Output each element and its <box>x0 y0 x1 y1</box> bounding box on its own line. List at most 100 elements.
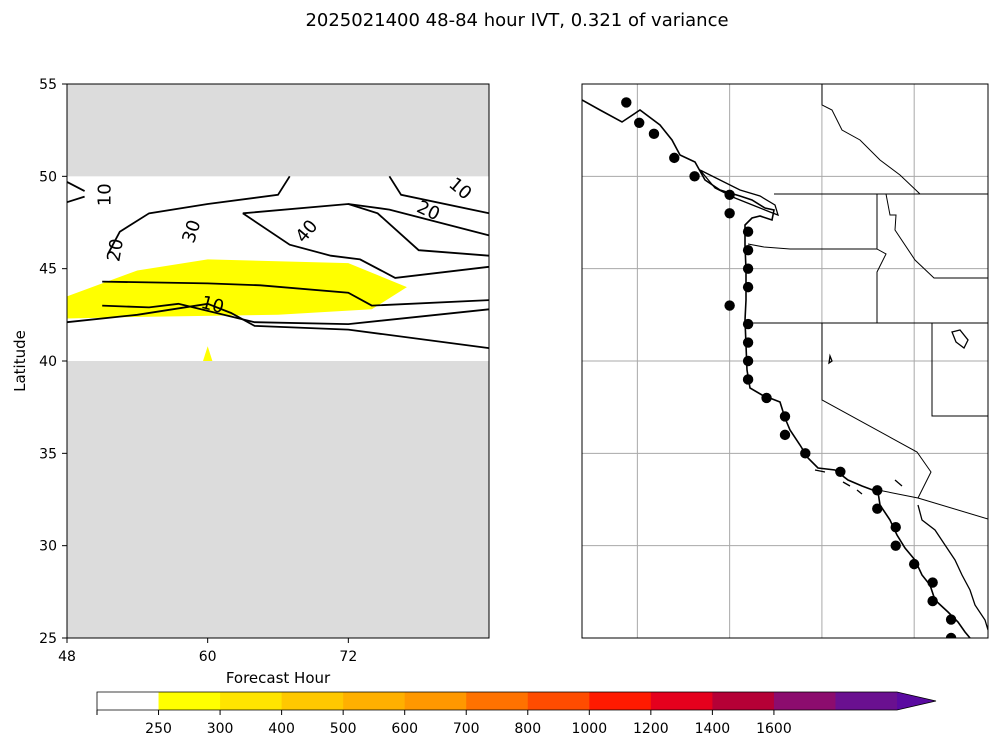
colorbar-segment <box>773 692 836 710</box>
colorbar-segment <box>158 692 221 710</box>
colorbar-tick-label: 250 <box>145 721 172 737</box>
map-marker <box>742 355 754 367</box>
bc-alberta-border <box>821 84 921 195</box>
colorbar-segment <box>589 692 652 710</box>
colorbar-segment <box>650 692 713 710</box>
oregon-washington-border <box>747 194 878 250</box>
y-tick-label: 45 <box>39 262 57 278</box>
contour-line-2 <box>107 175 291 255</box>
map-marker <box>890 522 901 533</box>
colorbar-segment <box>466 692 529 710</box>
contour-axis-ticks: 48 60 72 25 30 35 40 45 50 55 <box>39 77 357 665</box>
map-frame <box>581 83 989 639</box>
map-marker <box>648 128 660 140</box>
map-marker <box>761 392 772 404</box>
map-marker <box>927 595 938 607</box>
lake-tahoe <box>828 353 833 365</box>
map-marker <box>945 614 957 625</box>
colorbar-segment <box>220 692 283 710</box>
x-axis-label: Forecast Hour <box>226 669 331 687</box>
y-tick-label: 25 <box>39 631 57 647</box>
colorbar-tick-label: 300 <box>207 721 234 737</box>
map-marker <box>908 558 920 570</box>
contour-line-5 <box>102 302 490 326</box>
masked-region-north <box>67 84 489 177</box>
contour-line-4 <box>242 203 490 237</box>
y-axis-label: Latitude <box>11 330 29 392</box>
y-tick-label: 50 <box>39 169 57 185</box>
colorbar: 250 300 400 500 600 700 800 1000 1200 1400 1600 <box>96 691 937 737</box>
map-marker <box>800 448 811 459</box>
colorbar-tick-label: 1600 <box>756 721 792 737</box>
colorbar-tick-label: 1000 <box>571 721 607 737</box>
map-marker <box>945 632 957 638</box>
colorbar-extend-arrow <box>897 692 936 710</box>
map-marker <box>742 281 754 293</box>
x-tick-label: 72 <box>339 649 357 665</box>
idaho-montana-border <box>885 193 988 279</box>
map-content <box>582 84 988 638</box>
colorbar-segment <box>527 692 590 710</box>
map-marker <box>724 208 735 219</box>
channel-islands <box>814 469 903 495</box>
map-gridlines <box>582 84 988 638</box>
contour-line-6 <box>102 280 490 307</box>
map-marker <box>634 117 645 128</box>
map-marker <box>742 226 754 237</box>
map-marker <box>742 245 754 256</box>
x-tick-label: 48 <box>58 649 76 665</box>
contour-line-8 <box>242 212 490 279</box>
y-tick-label: 30 <box>39 539 57 555</box>
map-marker <box>742 337 754 348</box>
map-marker <box>742 374 754 385</box>
contour-line-0 <box>66 195 85 204</box>
map-marker <box>621 97 632 108</box>
contour-line-3 <box>388 175 490 215</box>
map-marker <box>872 503 883 514</box>
contour-label: 10 <box>95 183 116 206</box>
map-marker <box>872 485 883 496</box>
coastline <box>582 99 971 638</box>
map-marker <box>927 577 938 588</box>
map-marker <box>890 540 901 551</box>
map-marker <box>742 263 754 274</box>
ivt-filled-region-250 <box>67 259 407 319</box>
map-marker <box>779 429 791 441</box>
map-panel <box>581 83 989 639</box>
contour-label: 20 <box>103 237 128 263</box>
nevada-utah-border <box>931 323 988 417</box>
colorbar-segment <box>343 692 406 710</box>
colorbar-tick-label: 800 <box>514 721 541 737</box>
map-marker <box>742 318 754 330</box>
ivt-filled-spike-250 <box>203 346 213 361</box>
colorbar-segment <box>404 692 467 710</box>
map-marker <box>689 171 700 182</box>
colorbar-tick-label: 600 <box>391 721 418 737</box>
map-marker <box>779 411 791 422</box>
colorbar-tick-label: 1200 <box>633 721 669 737</box>
masked-region-south <box>67 361 489 638</box>
y-tick-label: 35 <box>39 446 57 462</box>
map-marker <box>724 300 735 311</box>
great-salt-lake <box>951 329 969 349</box>
y-tick-label: 55 <box>39 77 57 93</box>
colorbar-tick-label: 700 <box>453 721 480 737</box>
california-nevada-border <box>821 323 932 499</box>
colorbar-segments <box>97 692 898 710</box>
x-tick-label: 60 <box>199 649 217 665</box>
colorbar-frame <box>96 691 937 711</box>
contour-line-1 <box>66 181 86 192</box>
colorbar-segment <box>281 692 344 710</box>
map-marker <box>669 152 680 164</box>
map-marker <box>835 466 846 477</box>
colorbar-segment <box>97 692 160 710</box>
map-marker <box>724 189 735 200</box>
us-mexico-border <box>877 489 988 520</box>
idaho-west-border <box>876 248 887 323</box>
contour-line-7 <box>66 302 490 349</box>
colorbar-tick-label: 400 <box>268 721 295 737</box>
colorbar-segment <box>712 692 775 710</box>
colorbar-ticks: 250 300 400 500 600 700 800 1000 1200 1400 1600 <box>96 710 792 737</box>
